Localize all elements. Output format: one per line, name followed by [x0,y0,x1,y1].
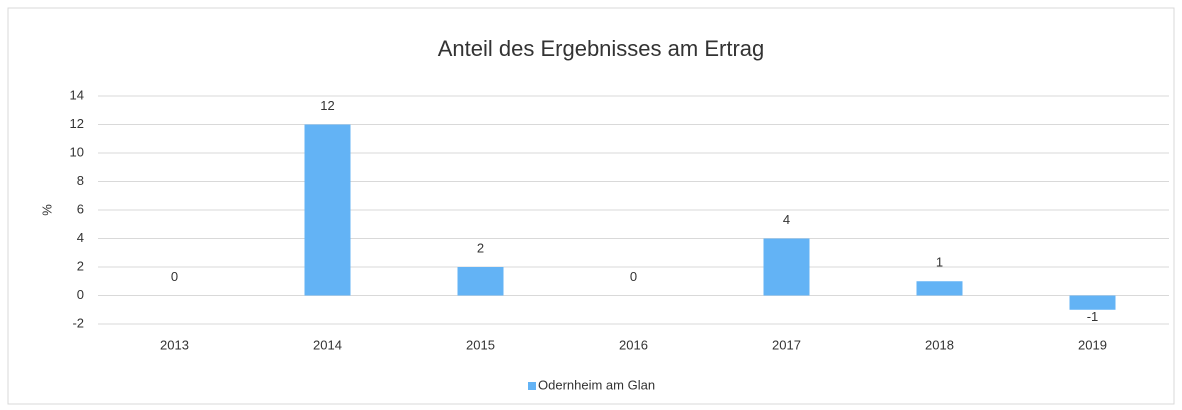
x-tick-label: 2019 [1078,337,1107,352]
data-label: 0 [630,269,637,284]
x-tick-label: 2018 [925,337,954,352]
data-label: -1 [1087,309,1099,324]
data-label: 4 [783,212,790,227]
y-tick-label: 6 [77,201,84,216]
y-tick-label: -2 [72,315,84,330]
x-tick-label: 2013 [160,337,189,352]
y-tick-label: 8 [77,173,84,188]
bar [1069,295,1116,310]
bar [304,124,351,296]
y-tick-label: 4 [77,230,84,245]
x-tick-label: 2017 [772,337,801,352]
y-tick-label: 14 [70,87,84,102]
data-label: 0 [171,269,178,284]
chart-title: Anteil des Ergebnisses am Ertrag [438,36,765,61]
y-tick-label: 12 [70,116,84,131]
y-axis-label: % [39,204,54,216]
y-tick-label: 10 [70,144,84,159]
y-tick-label: 0 [77,287,84,302]
bar [763,238,810,296]
bar [457,267,504,296]
bar [916,281,963,296]
x-tick-label: 2016 [619,337,648,352]
y-tick-label: 2 [77,258,84,273]
data-label: 1 [936,255,943,270]
legend-swatch [528,382,536,390]
legend-label: Odernheim am Glan [538,377,655,392]
data-label: 2 [477,240,484,255]
data-label: 12 [320,98,334,113]
x-tick-label: 2014 [313,337,342,352]
chart-frame [7,7,1175,405]
x-tick-label: 2015 [466,337,495,352]
